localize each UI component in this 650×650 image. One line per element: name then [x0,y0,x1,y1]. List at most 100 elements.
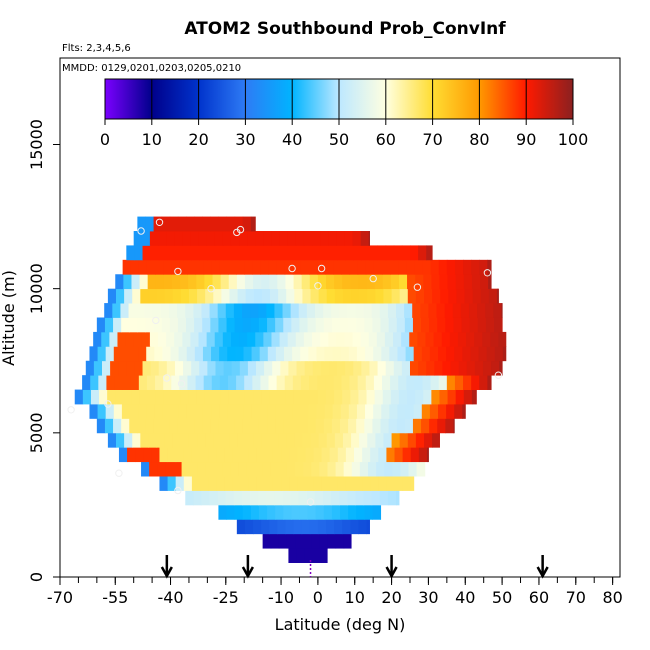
heatmap-cell [126,360,135,376]
heatmap-cell [153,418,163,434]
heatmap-cell [320,245,330,261]
heatmap-cell [196,274,205,290]
heatmap-cell [210,418,219,434]
heatmap-cell [421,346,431,362]
heatmap-cell [446,346,455,362]
heatmap-cell [431,389,440,405]
heatmap-cell [329,476,339,491]
heatmap-cell [367,288,376,304]
heatmap-cell [309,519,319,535]
heatmap-cell [183,447,193,463]
heatmap-cell [306,490,316,506]
heatmap-cell [199,245,208,261]
heatmap-cell [230,331,240,347]
heatmap-cell [213,288,222,304]
heatmap-cell [156,288,166,304]
heatmap-cell [356,346,366,362]
heatmap-cell [247,231,256,246]
heatmap-cell [195,375,205,390]
heatmap-cell [501,303,503,318]
heatmap-cell [351,288,360,304]
heatmap-cell [261,274,270,290]
colorbar-tick-label: 50 [329,130,349,149]
heatmap-cell [117,331,127,347]
sample-marker [306,498,315,506]
heatmap-cell [131,274,141,290]
heatmap-cell [275,504,284,520]
heatmap-cell [334,389,343,405]
heatmap-cell [350,274,359,290]
heatmap-cell [113,346,123,362]
heatmap-cell [379,490,389,506]
heatmap-cell [376,331,386,347]
heatmap-cell [373,375,383,390]
heatmap-cell [207,360,216,376]
heatmap-cell [267,346,277,362]
heatmap-cell [331,317,341,333]
heatmap-cell [244,375,253,390]
heatmap-cell [327,461,337,477]
heatmap-cell [301,389,311,405]
heatmap-cell [226,504,236,520]
heatmap-cell [250,418,260,434]
heatmap-cell [366,274,376,290]
heatmap-cell [454,346,463,362]
heatmap-cell [183,360,192,376]
heatmap-cell [421,418,430,434]
sample-marker [115,469,123,477]
heatmap-cell [312,231,321,246]
heatmap-cell [313,447,323,463]
heatmap-cell [350,519,359,535]
heatmap-cell [401,360,411,376]
colorbar-tick-label: 20 [188,130,208,149]
heatmap-cell [107,389,116,405]
heatmap-cell [247,360,257,376]
heatmap-cell [194,346,204,362]
x-tick-label: 70 [566,588,586,607]
heatmap-cell [97,346,107,362]
heatmap-cell [258,490,267,506]
y-axis-label: Altitude (m) [0,270,18,366]
heatmap-cell [240,447,250,463]
heatmap-cell [314,303,324,318]
heatmap-cell [239,331,248,347]
heatmap-cell [154,404,163,419]
heatmap-cell [244,259,253,275]
sample-marker [317,264,326,273]
heatmap-cell [90,375,99,390]
heatmap-cell [236,389,246,405]
heatmap-cell [263,331,272,347]
heatmap-cell [305,447,314,463]
heatmap-cell [205,461,215,477]
heatmap-cell [209,303,219,318]
heatmap-cell [430,259,440,275]
heatmap-cell [364,418,373,434]
heatmap-cell [370,447,379,463]
heatmap-cell [194,216,203,232]
heatmap-cell [385,360,395,376]
heatmap-cell [169,216,179,232]
heatmap-cell [262,461,272,477]
heatmap-cell [260,259,270,275]
heatmap-cell [315,504,325,520]
heatmap-cell [152,303,162,318]
heatmap-cell [166,245,176,261]
heatmap-cell [309,259,318,275]
heatmap-cell [331,303,340,318]
heatmap-cell [110,360,119,376]
heatmap-cell [264,447,274,463]
heatmap-cell [219,259,229,275]
heatmap-cell [229,432,239,448]
heatmap-cell [218,317,228,333]
heatmap-cell [471,389,477,405]
heatmap-cell [146,346,155,362]
heatmap-cell [359,432,368,448]
heatmap-cell [433,331,443,347]
heatmap-cell [264,360,273,376]
heatmap-cell [286,432,295,448]
heatmap-cell [120,303,130,318]
heatmap-cell [325,375,334,390]
heatmap-cell [132,288,141,304]
heatmap-cell [452,303,462,318]
